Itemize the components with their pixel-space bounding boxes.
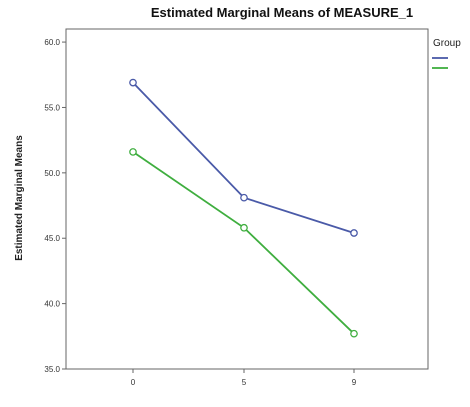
series-layer (129, 78, 358, 338)
y-axis-title: Estimated Marginal Means (14, 135, 25, 261)
y-tick-label: 40.0 (44, 300, 60, 309)
data-point (129, 148, 137, 156)
x-axis-ticks: 0 5 9 (131, 369, 357, 387)
y-tick-label: 50.0 (44, 169, 60, 178)
y-tick-label: 35.0 (44, 365, 60, 374)
legend: Group (432, 38, 461, 69)
y-tick-label: 55.0 (44, 103, 60, 112)
data-point (129, 78, 137, 87)
y-axis-ticks: 60.0 55.0 50.0 45.0 40.0 35.0 (44, 38, 66, 374)
x-tick-label: 0 (131, 378, 136, 387)
y-tick-label: 45.0 (44, 234, 60, 243)
y-tick-label: 60.0 (44, 38, 60, 47)
x-tick-label: 9 (352, 378, 357, 387)
legend-title: Group (433, 38, 461, 49)
data-point (240, 193, 248, 202)
data-point (240, 223, 248, 232)
x-tick-label: 5 (242, 378, 247, 387)
data-point (350, 329, 358, 338)
data-point (350, 229, 358, 237)
chart-title: Estimated Marginal Means of MEASURE_1 (151, 5, 413, 20)
